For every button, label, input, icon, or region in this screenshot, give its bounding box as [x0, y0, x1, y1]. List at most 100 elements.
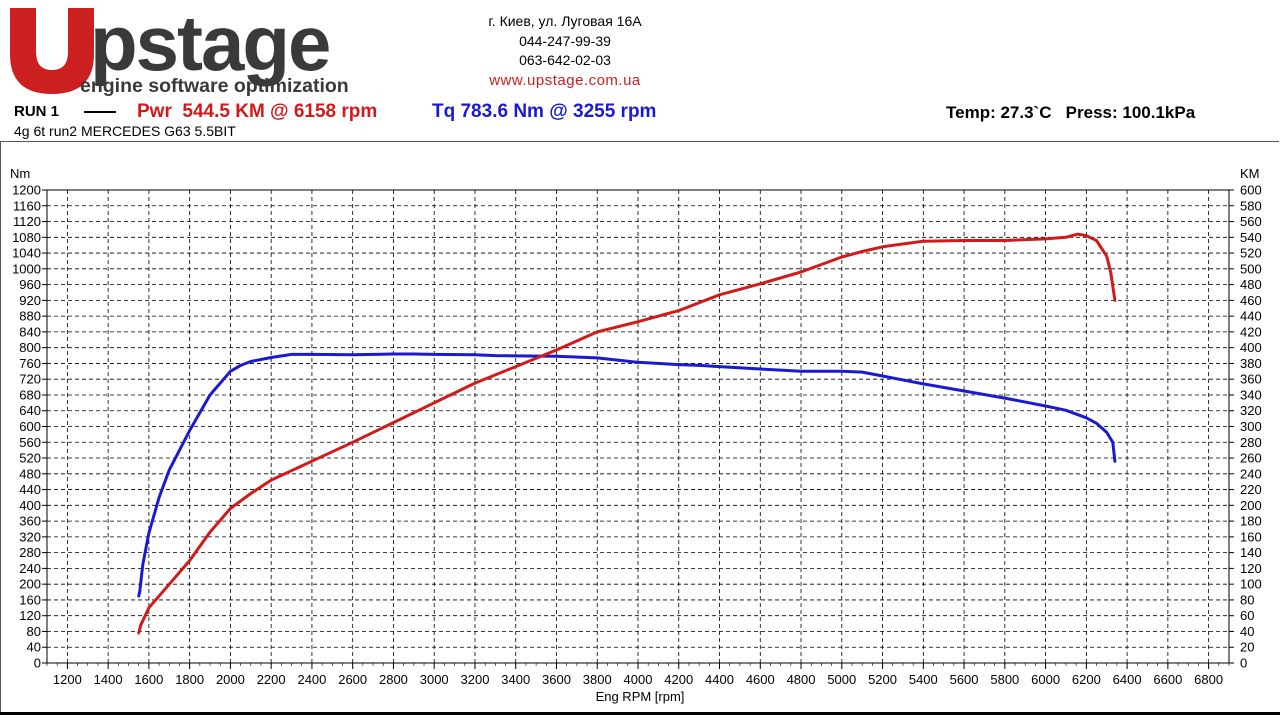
y-left-tick-label: 680 [19, 387, 41, 402]
y-right-tick-label: 260 [1240, 451, 1262, 466]
x-tick-label: 4600 [746, 672, 775, 687]
y-right-tick-label: 420 [1240, 324, 1262, 339]
y-left-tick-label: 880 [19, 309, 41, 324]
y-right-tick-label: 0 [1240, 656, 1247, 671]
x-tick-label: 5800 [990, 672, 1019, 687]
x-tick-label: 6400 [1113, 672, 1142, 687]
y-right-tick-label: 180 [1240, 514, 1262, 529]
y-left-tick-label: 760 [19, 356, 41, 371]
y-left-tick-label: 0 [34, 656, 41, 671]
x-tick-label: 3400 [501, 672, 530, 687]
x-tick-label: 2000 [216, 672, 245, 687]
y-left-tick-label: 1200 [12, 183, 41, 198]
x-tick-label: 2200 [257, 672, 286, 687]
contact-block: г. Киев, ул. Луговая 16А 044-247-99-39 0… [450, 12, 680, 90]
x-tick-label: 6600 [1153, 672, 1182, 687]
address-text: г. Киев, ул. Луговая 16А [488, 13, 642, 29]
y-right-tick-label: 560 [1240, 214, 1262, 229]
y-left-tick-label: 240 [19, 561, 41, 576]
x-tick-label: 5000 [827, 672, 856, 687]
x-tick-label: 5200 [868, 672, 897, 687]
y-left-tick-label: 120 [19, 608, 41, 623]
y-left-tick-label: 480 [19, 466, 41, 481]
svg-text:engine software optimization: engine software optimization [80, 75, 349, 96]
logo-arrow [36, 12, 68, 64]
x-tick-label: 3200 [461, 672, 490, 687]
y-right-tick-label: 500 [1240, 261, 1262, 276]
y-left-tick-label: 280 [19, 545, 41, 560]
x-tick-label: 6200 [1072, 672, 1101, 687]
y-right-tick-label: 120 [1240, 561, 1262, 576]
x-tick-label: 6000 [1031, 672, 1060, 687]
y-left-tick-label: 80 [27, 624, 41, 639]
y-axis-label-left: Nm [10, 166, 30, 181]
y-left-tick-label: 160 [19, 592, 41, 607]
y-right-tick-label: 580 [1240, 198, 1262, 213]
y-right-tick-label: 600 [1240, 183, 1262, 198]
run-label: RUN 1 [14, 103, 60, 120]
y-left-tick-label: 640 [19, 403, 41, 418]
run-name: 4g 6t run2 MERCEDES G63 5.5BIT [14, 123, 236, 139]
y-right-tick-label: 20 [1240, 640, 1254, 655]
x-axis-label: Eng RPM [rpm] [596, 689, 685, 704]
environment-readout: Temp: 27.3`C Press: 100.1kPa [946, 103, 1196, 122]
x-tick-label: 5600 [950, 672, 979, 687]
x-tick-label: 3000 [420, 672, 449, 687]
y-left-tick-label: 1000 [12, 261, 41, 276]
y-left-tick-label: 920 [19, 293, 41, 308]
website-link[interactable]: www.upstage.com.ua [489, 71, 641, 89]
phone-1: 044-247-99-39 [519, 32, 611, 49]
y-right-tick-label: 520 [1240, 246, 1262, 261]
torque-summary: Tq 783.6 Nm @ 3255 rpm [432, 101, 657, 122]
x-tick-label: 3800 [583, 672, 612, 687]
x-tick-label: 1800 [175, 672, 204, 687]
y-right-tick-label: 480 [1240, 277, 1262, 292]
y-right-tick-label: 360 [1240, 372, 1262, 387]
y-left-tick-label: 600 [19, 419, 41, 434]
power-summary: Pwr 544.5 KM @ 6158 rpm [137, 101, 378, 122]
x-tick-label: 2400 [297, 672, 326, 687]
y-right-tick-label: 240 [1240, 466, 1262, 481]
y-right-tick-label: 340 [1240, 387, 1262, 402]
x-tick-label: 3600 [542, 672, 571, 687]
y-axis-label-right: KM [1240, 166, 1260, 181]
svg-text:pstage: pstage [90, 4, 329, 87]
y-right-tick-label: 140 [1240, 545, 1262, 560]
y-right-tick-label: 160 [1240, 529, 1262, 544]
y-right-tick-label: 60 [1240, 608, 1254, 623]
y-right-tick-label: 220 [1240, 482, 1262, 497]
y-right-tick-label: 80 [1240, 592, 1254, 607]
x-tick-label: 1400 [94, 672, 123, 687]
series-line-tq [137, 352, 1117, 598]
x-tick-label: 4800 [787, 672, 816, 687]
y-right-tick-label: 320 [1240, 403, 1262, 418]
y-left-tick-label: 320 [19, 529, 41, 544]
y-right-tick-label: 300 [1240, 419, 1262, 434]
y-right-tick-label: 440 [1240, 309, 1262, 324]
y-left-tick-label: 1160 [13, 198, 41, 213]
y-left-tick-label: 1080 [12, 230, 41, 245]
y-left-tick-label: 400 [19, 498, 41, 513]
x-tick-label: 1200 [53, 672, 82, 687]
logo-u-mark [10, 8, 94, 94]
x-tick-label: 2800 [379, 672, 408, 687]
series-line-pwr [137, 232, 1117, 635]
y-left-tick-label: 1040 [12, 246, 41, 261]
run-legend-line [84, 111, 116, 113]
y-left-tick-label: 800 [19, 340, 41, 355]
x-tick-label: 6800 [1194, 672, 1223, 687]
y-left-tick-label: 440 [19, 482, 41, 497]
x-tick-label: 2600 [338, 672, 367, 687]
x-tick-label: 4400 [705, 672, 734, 687]
y-left-tick-label: 520 [19, 451, 41, 466]
y-left-tick-label: 40 [27, 640, 41, 655]
y-right-tick-label: 460 [1240, 293, 1262, 308]
y-right-tick-label: 40 [1240, 624, 1254, 639]
phone-2: 063-642-02-03 [519, 52, 611, 68]
y-right-tick-label: 200 [1240, 498, 1262, 513]
y-right-tick-label: 400 [1240, 340, 1262, 355]
upstage-logo: pstage engine software optimization [10, 4, 349, 96]
y-left-tick-label: 840 [19, 324, 41, 339]
bottom-rule [0, 712, 1280, 715]
